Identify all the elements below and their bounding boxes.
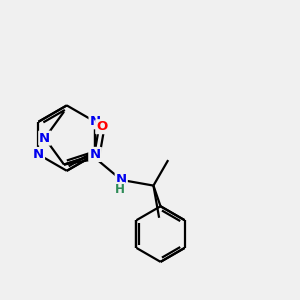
Text: N: N — [33, 148, 44, 161]
Text: O: O — [96, 120, 107, 133]
Text: N: N — [116, 173, 127, 186]
Text: N: N — [89, 148, 101, 161]
Text: N: N — [89, 148, 101, 161]
Text: N: N — [89, 115, 101, 128]
Text: H: H — [115, 183, 125, 196]
Text: N: N — [39, 132, 50, 145]
